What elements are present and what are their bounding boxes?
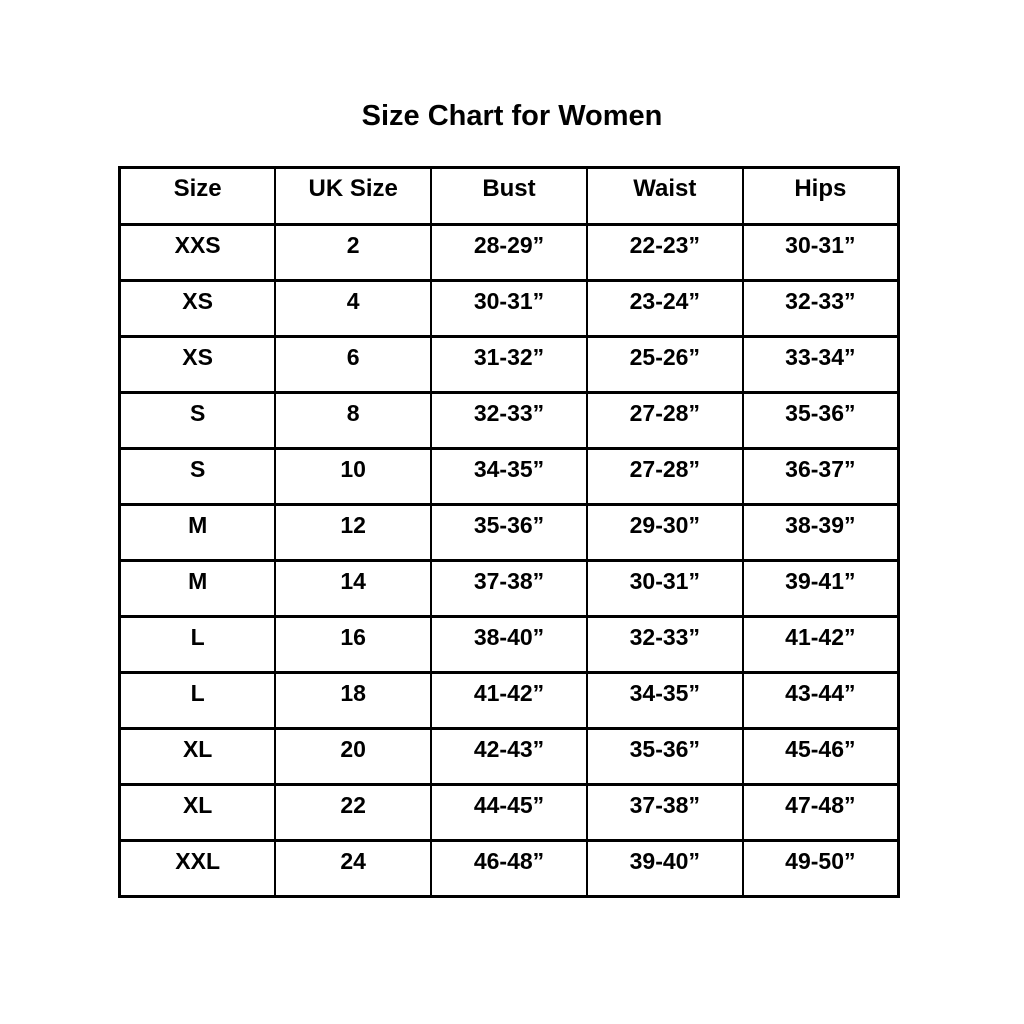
table-cell: 20	[274, 727, 433, 786]
table-cell: 37-38”	[585, 783, 744, 842]
table-row: XS 6 31-32” 25-26” 33-34”	[118, 335, 900, 394]
table-cell: 49-50”	[741, 839, 900, 898]
table-row: S 10 34-35” 27-28” 36-37”	[118, 447, 900, 506]
table-header: Size UK Size Bust Waist Hips	[118, 166, 900, 226]
table-cell: 41-42”	[741, 615, 900, 674]
table-cell: 30-31”	[585, 559, 744, 618]
column-header-waist: Waist	[585, 166, 744, 226]
table-cell: 32-33”	[430, 391, 588, 450]
table-cell: 30-31”	[430, 279, 588, 338]
table-cell: 14	[274, 559, 433, 618]
table-body: XXS 2 28-29” 22-23” 30-31” XS 4 30-31” 23-24” 32-…	[118, 223, 900, 898]
table-cell: 10	[274, 447, 433, 506]
table-cell: L	[118, 671, 277, 730]
table-cell: 8	[274, 391, 433, 450]
table-cell: 38-40”	[430, 615, 588, 674]
table-cell: 30-31”	[741, 223, 900, 282]
table-cell: 22	[274, 783, 433, 842]
table-cell: 2	[274, 223, 433, 282]
table-header-row: Size UK Size Bust Waist Hips	[118, 166, 900, 226]
size-chart-table: Size UK Size Bust Waist Hips XXS 2 28-29” 22-23…	[118, 166, 900, 898]
table-cell: 27-28”	[585, 447, 744, 506]
table-cell: 38-39”	[741, 503, 900, 562]
table-cell: XS	[118, 279, 277, 338]
table-cell: M	[118, 559, 277, 618]
table-cell: 29-30”	[585, 503, 744, 562]
page-title: Size Chart for Women	[361, 100, 663, 132]
table-cell: 24	[274, 839, 433, 898]
column-header-hips: Hips	[741, 166, 900, 226]
table-cell: 23-24”	[585, 279, 744, 338]
table-row: M 14 37-38” 30-31” 39-41”	[118, 559, 900, 618]
table-cell: 39-40”	[585, 839, 744, 898]
table-cell: 46-48”	[430, 839, 588, 898]
table-row: XL 20 42-43” 35-36” 45-46”	[118, 727, 900, 786]
table-cell: 31-32”	[430, 335, 588, 394]
table-row: XXS 2 28-29” 22-23” 30-31”	[118, 223, 900, 282]
table-cell: 16	[274, 615, 433, 674]
table-row: M 12 35-36” 29-30” 38-39”	[118, 503, 900, 562]
table-cell: 41-42”	[430, 671, 588, 730]
table-cell: 18	[274, 671, 433, 730]
table-cell: 32-33”	[585, 615, 744, 674]
table-row: L 18 41-42” 34-35” 43-44”	[118, 671, 900, 730]
column-header-uk-size: UK Size	[274, 166, 433, 226]
table-cell: 42-43”	[430, 727, 588, 786]
table-row: L 16 38-40” 32-33” 41-42”	[118, 615, 900, 674]
table-cell: 33-34”	[741, 335, 900, 394]
table-cell: 32-33”	[741, 279, 900, 338]
table-cell: 43-44”	[741, 671, 900, 730]
table-cell: 22-23”	[585, 223, 744, 282]
table-cell: 45-46”	[741, 727, 900, 786]
table-row: S 8 32-33” 27-28” 35-36”	[118, 391, 900, 450]
table-cell: XXL	[118, 839, 277, 898]
table-cell: 34-35”	[585, 671, 744, 730]
table-cell: 47-48”	[741, 783, 900, 842]
table-row: XXL 24 46-48” 39-40” 49-50”	[118, 839, 900, 898]
table-cell: 39-41”	[741, 559, 900, 618]
table-cell: 35-36”	[741, 391, 900, 450]
table-cell: XL	[118, 727, 277, 786]
table-cell: L	[118, 615, 277, 674]
table-cell: S	[118, 447, 277, 506]
table-cell: 35-36”	[430, 503, 588, 562]
table-cell: XS	[118, 335, 277, 394]
table-cell: XL	[118, 783, 277, 842]
table-row: XS 4 30-31” 23-24” 32-33”	[118, 279, 900, 338]
column-header-size: Size	[118, 166, 277, 226]
table-cell: 28-29”	[430, 223, 588, 282]
table-cell: M	[118, 503, 277, 562]
table-cell: 4	[274, 279, 433, 338]
table-row: XL 22 44-45” 37-38” 47-48”	[118, 783, 900, 842]
table-cell: 35-36”	[585, 727, 744, 786]
table-cell: 27-28”	[585, 391, 744, 450]
table-cell: 44-45”	[430, 783, 588, 842]
table-cell: 6	[274, 335, 433, 394]
table-cell: 12	[274, 503, 433, 562]
table-cell: 25-26”	[585, 335, 744, 394]
table-cell: XXS	[118, 223, 277, 282]
table-cell: 36-37”	[741, 447, 900, 506]
table-cell: 34-35”	[430, 447, 588, 506]
column-header-bust: Bust	[430, 166, 588, 226]
table-cell: S	[118, 391, 277, 450]
table-cell: 37-38”	[430, 559, 588, 618]
